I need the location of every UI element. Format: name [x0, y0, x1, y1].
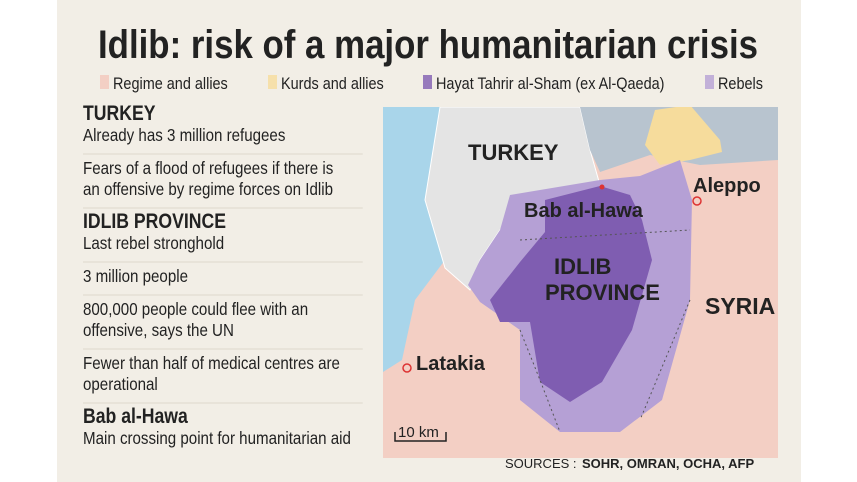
legend-swatch [705, 75, 714, 89]
fact-line: Fewer than half of medical centres are [83, 353, 340, 374]
section-heading: Bab al-Hawa [83, 405, 188, 429]
border [519, 229, 691, 433]
legend-swatch [423, 75, 432, 89]
latakia-marker [402, 363, 412, 373]
legend: Regime and allies Kurds and allies Hayat T… [100, 75, 763, 93]
fact-line: offensive, says the UN [83, 320, 234, 341]
map-label: TURKEY [468, 140, 559, 165]
fact-line: Main crossing point for humanitarian aid [83, 428, 351, 449]
legend-label: Hayat Tahrir al-Sham (ex Al-Qaeda) [436, 75, 664, 93]
sources: SOHR, OMRAN, OCHA, AFP [582, 456, 754, 471]
scale-bar [394, 432, 447, 442]
legend-label: Rebels [718, 75, 763, 93]
fact-line: operational [83, 374, 158, 395]
scale-label: 10 km [398, 424, 439, 441]
sea [383, 107, 445, 372]
map-label: Latakia [416, 353, 486, 375]
aleppo-marker [692, 196, 702, 206]
fact-line: Fears of a flood of refugees if there is [83, 158, 333, 179]
map-label: Aleppo [693, 175, 761, 197]
crossing-marker [599, 184, 605, 190]
title: Idlib: risk of a major humanitarian cris… [98, 23, 758, 67]
map-label: Bab al-Hawa [524, 200, 644, 222]
fact-line: an offensive by regime forces on Idlib [83, 179, 333, 200]
map-label: PROVINCE [545, 280, 660, 305]
fact-line: 800,000 people could flee with an [83, 299, 308, 320]
legend-swatch [100, 75, 109, 89]
fact-line: Already has 3 million refugees [83, 125, 285, 146]
section-heading: TURKEY [83, 102, 156, 126]
legend-label: Kurds and allies [281, 75, 384, 93]
sources-label: SOURCES : [505, 456, 577, 471]
fact-line: 3 million people [83, 266, 188, 287]
map-label: SYRIA [705, 293, 775, 319]
hts-area [490, 186, 652, 402]
fact-line: Last rebel stronghold [83, 233, 224, 254]
map [383, 107, 778, 458]
map-label: IDLIB [554, 254, 611, 279]
section-heading: IDLIB PROVINCE [83, 210, 226, 234]
kurds-area [645, 107, 722, 165]
legend-swatch [268, 75, 277, 89]
legend-label: Regime and allies [113, 75, 228, 93]
